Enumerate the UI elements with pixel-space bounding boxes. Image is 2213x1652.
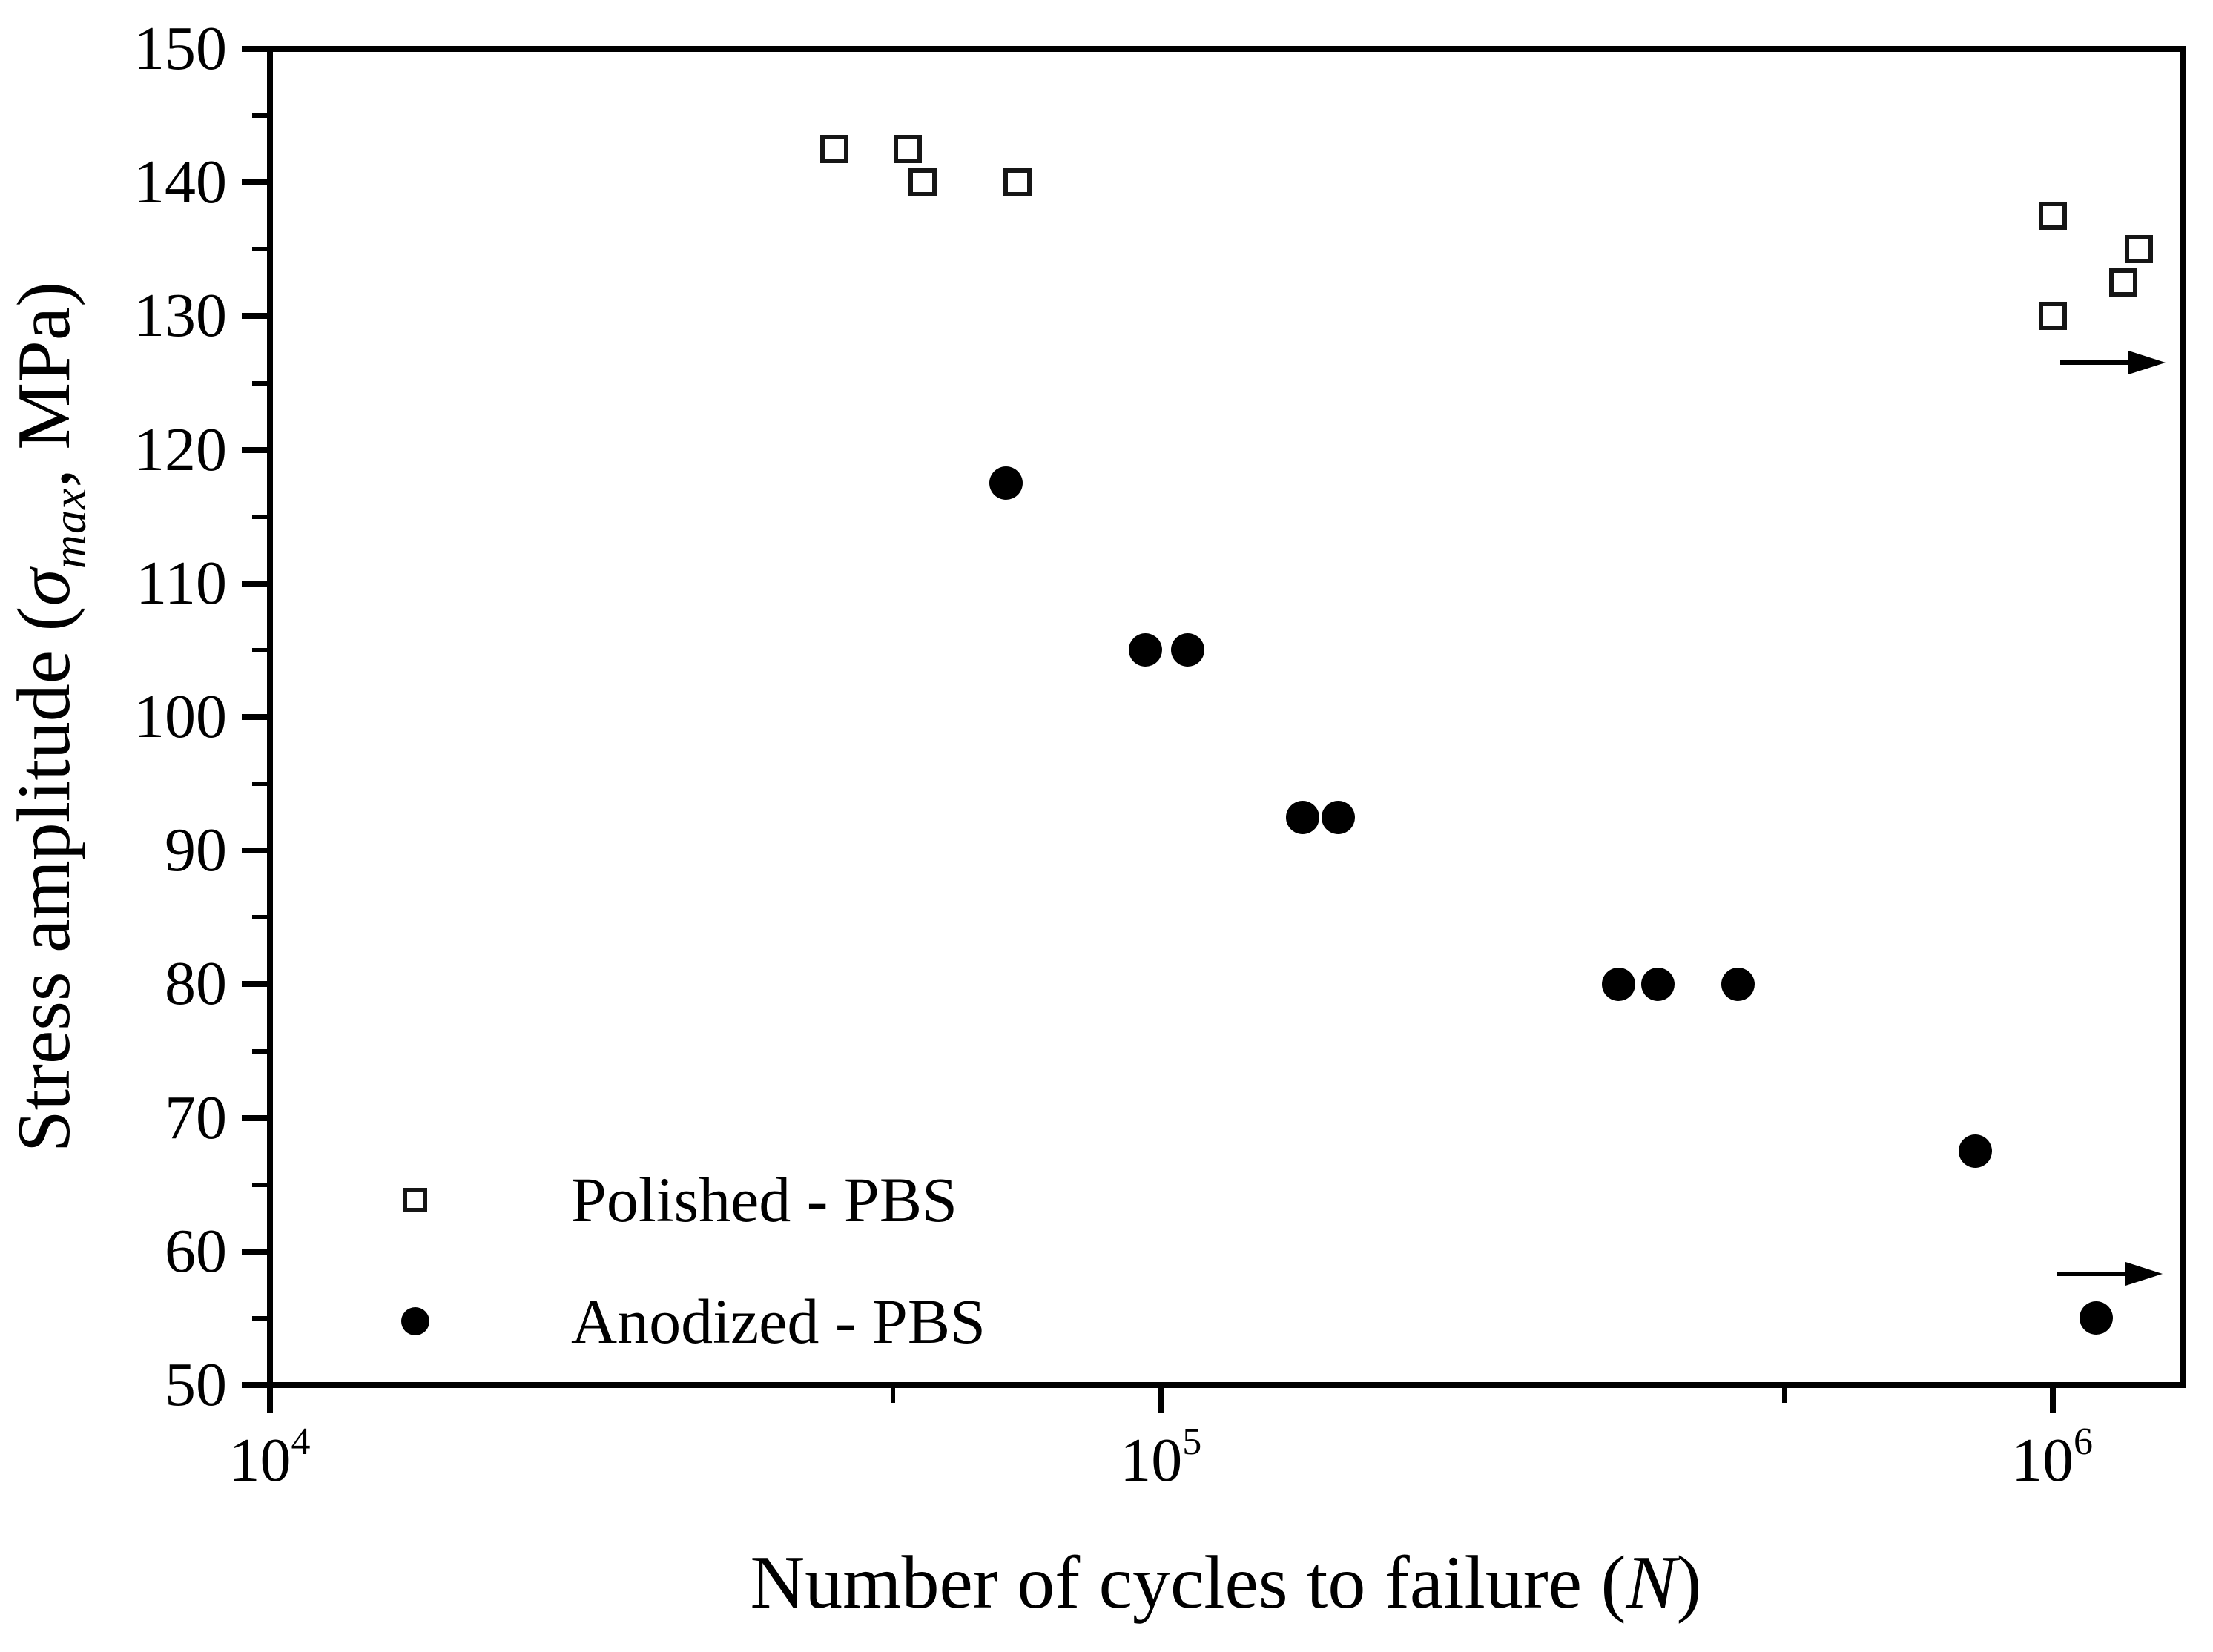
- runout-arrow-head: [2128, 351, 2166, 375]
- y-tick-label: 50: [165, 1350, 227, 1419]
- y-tick-label: 60: [165, 1216, 227, 1286]
- x-minor-tick: [1781, 1388, 1787, 1403]
- y-tick-label: 70: [165, 1083, 227, 1152]
- polished-data-point: [820, 135, 849, 164]
- y-axis-title: Stress amplitude (σmax, MPa): [2, 281, 96, 1153]
- anodized-data-point: [989, 466, 1023, 500]
- x-axis-title: Number of cycles to failure (N): [750, 1541, 1702, 1625]
- anodized-data-point: [1721, 967, 1755, 1001]
- y-major-tick: [242, 981, 267, 988]
- anodized-data-point: [1285, 800, 1319, 834]
- legend-label: Anodized - PBS: [571, 1286, 986, 1357]
- y-tick-label: 140: [133, 148, 227, 217]
- anodized-data-point: [1170, 633, 1204, 667]
- runout-arrow-line: [2056, 1272, 2131, 1277]
- anodized-data-point: [1322, 800, 1355, 834]
- y-tick-label: 130: [133, 281, 227, 351]
- x-major-tick: [267, 1388, 273, 1413]
- y-tick-label: 100: [133, 682, 227, 751]
- polished-data-point: [2038, 302, 2067, 331]
- y-major-tick: [242, 1382, 267, 1388]
- y-tick-label: 150: [133, 14, 227, 83]
- anodized-data-point: [2080, 1301, 2114, 1335]
- y-minor-tick: [252, 1182, 267, 1187]
- y-major-tick: [242, 1114, 267, 1121]
- y-major-tick: [242, 1248, 267, 1255]
- y-minor-tick: [252, 113, 267, 119]
- legend-item-polished: Polished - PBS: [371, 1166, 1261, 1233]
- y-major-tick: [242, 714, 267, 720]
- polished-data-point: [2038, 202, 2067, 231]
- y-tick-label: 90: [165, 816, 227, 885]
- legend-label: Polished - PBS: [571, 1164, 957, 1235]
- polished-data-point: [1003, 168, 1032, 197]
- runout-arrow-head: [2125, 1262, 2163, 1286]
- polished-data-point: [908, 168, 937, 197]
- anodized-data-point: [1128, 633, 1162, 667]
- y-minor-tick: [252, 647, 267, 652]
- y-tick-label: 80: [165, 949, 227, 1019]
- polished-data-point: [2108, 268, 2137, 297]
- anodized-data-point: [1641, 967, 1675, 1001]
- anodized-data-point: [1959, 1134, 1993, 1169]
- y-tick-label: 120: [133, 414, 227, 484]
- sigma-subscript: max: [43, 487, 96, 569]
- x-tick-label: 106: [2011, 1421, 2094, 1495]
- y-major-tick: [242, 46, 267, 52]
- y-major-tick: [242, 848, 267, 854]
- y-major-tick: [242, 313, 267, 320]
- anodized-data-point: [1602, 967, 1636, 1001]
- x-minor-tick: [891, 1388, 895, 1403]
- polished-data-point: [2125, 235, 2153, 264]
- x-axis-variable: N: [1626, 1541, 1677, 1625]
- y-minor-tick: [252, 247, 267, 252]
- y-tick-label: 110: [136, 548, 227, 618]
- y-minor-tick: [252, 915, 267, 920]
- runout-arrow-line: [2059, 360, 2134, 366]
- y-minor-tick: [252, 1315, 267, 1321]
- x-major-tick: [1158, 1388, 1164, 1413]
- filled-circle-marker-icon: [371, 1307, 460, 1335]
- x-tick-label: 104: [228, 1421, 311, 1495]
- y-minor-tick: [252, 782, 267, 787]
- y-major-tick: [242, 446, 267, 453]
- sigma-symbol: σ: [2, 569, 86, 607]
- y-major-tick: [242, 580, 267, 587]
- y-major-tick: [242, 179, 267, 186]
- polished-data-point: [894, 135, 923, 164]
- plot-frame: [267, 46, 2186, 1388]
- y-minor-tick: [252, 514, 267, 519]
- legend-item-anodized: Anodized - PBS: [371, 1288, 1261, 1355]
- open-square-marker-icon: [371, 1188, 460, 1212]
- x-major-tick: [2049, 1388, 2056, 1413]
- y-minor-tick: [252, 1048, 267, 1054]
- y-minor-tick: [252, 380, 267, 386]
- x-tick-label: 105: [1120, 1421, 1203, 1495]
